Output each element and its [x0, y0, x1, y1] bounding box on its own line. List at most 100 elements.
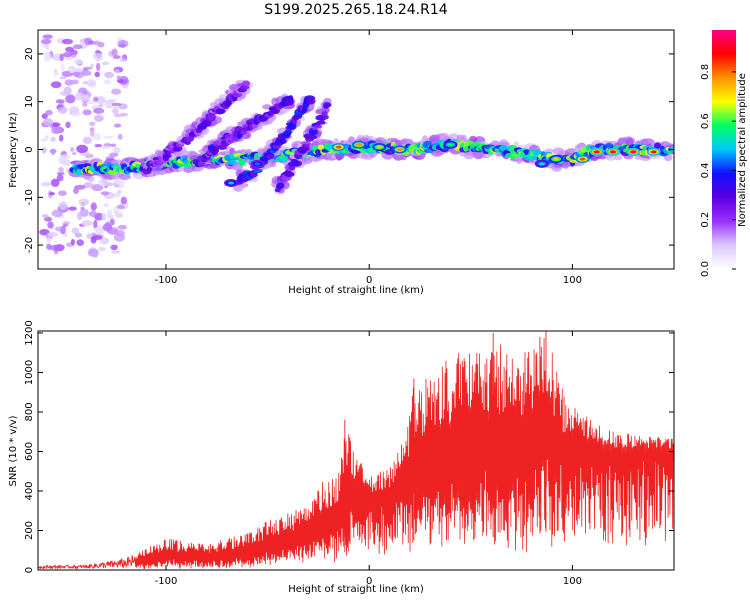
snr-ytick-label: 0	[24, 567, 35, 573]
spectrogram-speckle	[88, 82, 96, 86]
snr-xtick-label: 100	[563, 576, 582, 587]
spectrogram-ridge	[283, 171, 295, 178]
spectrogram-ridge	[135, 163, 141, 169]
spectrogram-speckle	[96, 62, 101, 72]
spectrogram-speckle	[50, 148, 56, 156]
spectrogram-xlabel: Height of straight line (km)	[288, 285, 424, 296]
spectrogram-speckle	[40, 182, 52, 187]
spectrogram-speckle	[65, 121, 71, 129]
spectrogram-speckle	[92, 96, 99, 102]
spectrogram-hotspot-core	[335, 145, 342, 149]
spectrogram-speckle	[91, 184, 104, 192]
spectrogram-speckle	[94, 52, 103, 62]
spectrogram-speckle	[68, 206, 77, 211]
spectrogram-speckle	[70, 239, 76, 245]
spectrogram-hotspot-core	[553, 157, 560, 161]
spectrogram-speckle	[94, 71, 100, 78]
spectrogram-hotspot-core	[447, 143, 454, 147]
spectrogram-ridge	[227, 159, 238, 166]
spectrogram-speckle	[114, 69, 120, 74]
spectrogram-speckle	[50, 136, 56, 142]
spectrogram-speckle	[42, 118, 54, 127]
colorbar-tick-label: 0.0	[700, 261, 711, 277]
spectrogram-speckle	[82, 80, 89, 85]
spectrogram-ridge	[314, 124, 323, 129]
spectrogram-speckle	[112, 106, 120, 115]
spectrogram-ridge	[146, 166, 153, 172]
spectrogram-speckle	[70, 79, 79, 85]
spectrogram-speckle	[110, 244, 118, 251]
spectrogram-speckle	[117, 44, 127, 48]
spectrogram-ridge	[174, 146, 183, 151]
spectrogram-speckle	[120, 196, 128, 205]
spectrogram-speckle	[42, 34, 53, 39]
spectrogram-ridge	[238, 159, 246, 167]
spectrogram-speckle	[53, 68, 58, 77]
spectrogram-marks	[39, 34, 674, 259]
spectrogram-speckle	[93, 40, 101, 46]
colorbar: 0.0 0.2 0.4 0.6 0.8 Normalized spectral ampl…	[700, 30, 748, 277]
spectrogram-speckle	[59, 154, 72, 161]
colorbar-ticks: 0.0 0.2 0.4 0.6 0.8	[700, 64, 736, 277]
spectrogram-ytick-label: 10	[24, 95, 35, 108]
spectrogram-ridge	[323, 102, 332, 108]
spectrogram-speckle	[104, 102, 113, 107]
spectrogram-speckle	[58, 134, 64, 142]
spectrogram-speckle	[78, 198, 90, 206]
chart-title: S199.2025.265.18.24.R14	[264, 2, 447, 18]
spectrogram-speckle	[59, 76, 67, 80]
spectrogram-speckle	[65, 94, 76, 104]
spectrogram-speckle	[46, 237, 52, 243]
spectrogram-speckle	[41, 38, 52, 45]
snr-ytick-label: 400	[24, 481, 35, 500]
spectrogram-speckle	[72, 44, 83, 50]
snr-xlabel: Height of straight line (km)	[288, 584, 424, 595]
spectrogram-speckle	[100, 237, 110, 244]
spectrogram-speckle	[99, 103, 104, 108]
spectrogram-speckle	[50, 81, 62, 89]
spectrogram-ytick-label: 20	[24, 48, 35, 61]
spectrogram-halo	[118, 173, 131, 180]
spectrogram-hotspot-core	[254, 162, 261, 166]
spectrogram-xtick-label: 0	[366, 275, 372, 286]
spectrogram-speckle	[71, 54, 77, 58]
spectrogram-speckle	[47, 231, 59, 238]
spectrogram-speckle	[69, 147, 75, 152]
snr-ylabel: SNR (10 * v/v)	[8, 415, 19, 486]
spectrogram-speckle	[101, 212, 107, 221]
spectrogram-ridge	[217, 144, 227, 150]
spectrogram-speckle	[41, 113, 48, 119]
spectrogram-speckle	[55, 99, 65, 104]
spectrogram-ytick-label: 0	[24, 146, 35, 152]
spectrogram-ridge	[215, 108, 226, 115]
spectrogram-hotspot-core	[593, 150, 600, 154]
spectrogram-speckle	[117, 224, 128, 230]
spectrogram-speckle	[109, 152, 119, 158]
spectrogram-ytick-label: -20	[24, 237, 35, 253]
spectrogram-hotspot-core	[228, 181, 235, 185]
spectrogram-speckle	[114, 212, 123, 218]
spectrogram-speckle	[63, 86, 72, 95]
spectrogram-speckle	[111, 88, 122, 95]
spectrogram-speckle	[56, 171, 65, 176]
spectrogram-speckle	[42, 147, 47, 154]
colorbar-tick-label: 0.8	[700, 64, 711, 80]
spectrogram-speckle	[58, 201, 68, 210]
spectrogram-hotspot-core	[396, 148, 403, 151]
spectrogram-ridge	[241, 80, 251, 88]
spectrogram-speckle	[59, 53, 64, 62]
spectrogram-speckle	[102, 135, 114, 139]
spectrogram-speckle	[116, 192, 121, 198]
snr-ytick-label: 200	[24, 521, 35, 540]
spectrogram-speckle	[51, 125, 61, 135]
spectrogram-speckle	[93, 107, 105, 114]
spectrogram-speckle	[49, 244, 61, 251]
spectrogram-speckle	[104, 71, 115, 79]
spectrogram-speckle	[104, 181, 112, 187]
spectrogram-speckle	[72, 59, 84, 65]
spectrogram-ridge	[162, 153, 172, 159]
snr-ytick-label: 600	[24, 442, 35, 461]
spectrogram-speckle	[40, 138, 48, 142]
